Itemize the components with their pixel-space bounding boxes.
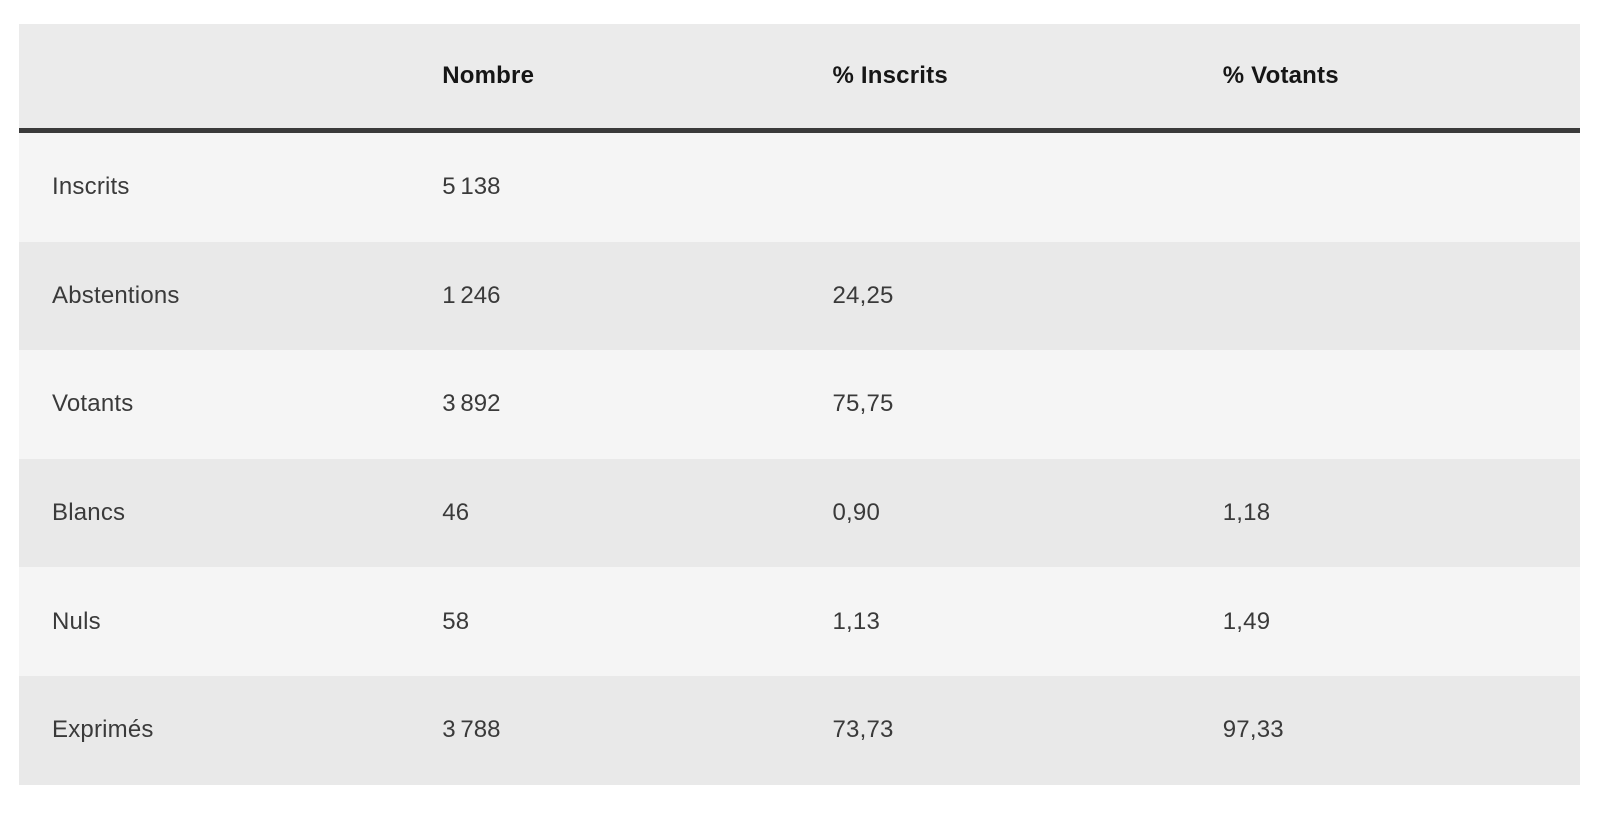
column-header-pct-inscrits: % Inscrits: [832, 62, 948, 89]
pct-votants-cell: 1,18: [1222, 499, 1271, 527]
participation-results-table: Nombre % Inscrits % Votants Inscrits 5 1…: [19, 24, 1580, 785]
nombre-cell: 46: [442, 499, 470, 527]
column-header-nombre: Nombre: [442, 62, 535, 89]
nombre-cell: 58: [442, 607, 470, 635]
nombre-cell: 5 138: [442, 173, 501, 201]
table-body: Inscrits 5 138 Abstentions 1 246 24,25 V…: [19, 133, 1580, 785]
row-label-cell: Exprimés: [52, 716, 154, 744]
pct-votants-cell: 1,49: [1222, 607, 1271, 635]
pct-inscrits-cell: 73,73: [832, 716, 894, 744]
table-row-blancs: Blancs 46 0,90 1,18: [19, 458, 1580, 568]
row-label-cell: Nuls: [52, 607, 101, 635]
pct-votants-cell: 97,33: [1222, 716, 1284, 744]
pct-inscrits-cell: 0,90: [832, 499, 881, 527]
pct-inscrits-cell: 1,13: [832, 607, 881, 635]
nombre-cell: 1 246: [442, 281, 501, 309]
table-row-nuls: Nuls 58 1,13 1,49: [19, 567, 1580, 676]
table-row-votants: Votants 3 892 75,75: [19, 350, 1580, 459]
table-header-row: Nombre % Inscrits % Votants: [19, 24, 1580, 133]
pct-inscrits-cell: 24,25: [832, 281, 894, 309]
pct-inscrits-cell: 75,75: [832, 390, 894, 418]
table-row-inscrits: Inscrits 5 138: [19, 133, 1580, 242]
row-label-cell: Votants: [52, 390, 134, 418]
row-label-cell: Blancs: [52, 499, 126, 527]
nombre-cell: 3 788: [442, 716, 501, 744]
table-row-abstentions: Abstentions 1 246 24,25: [19, 241, 1580, 351]
row-label-cell: Inscrits: [52, 173, 130, 201]
nombre-cell: 3 892: [442, 390, 501, 418]
column-header-pct-votants: % Votants: [1222, 62, 1339, 89]
row-label-cell: Abstentions: [52, 281, 180, 309]
table-row-exprimes: Exprimés 3 788 73,73 97,33: [19, 675, 1580, 785]
